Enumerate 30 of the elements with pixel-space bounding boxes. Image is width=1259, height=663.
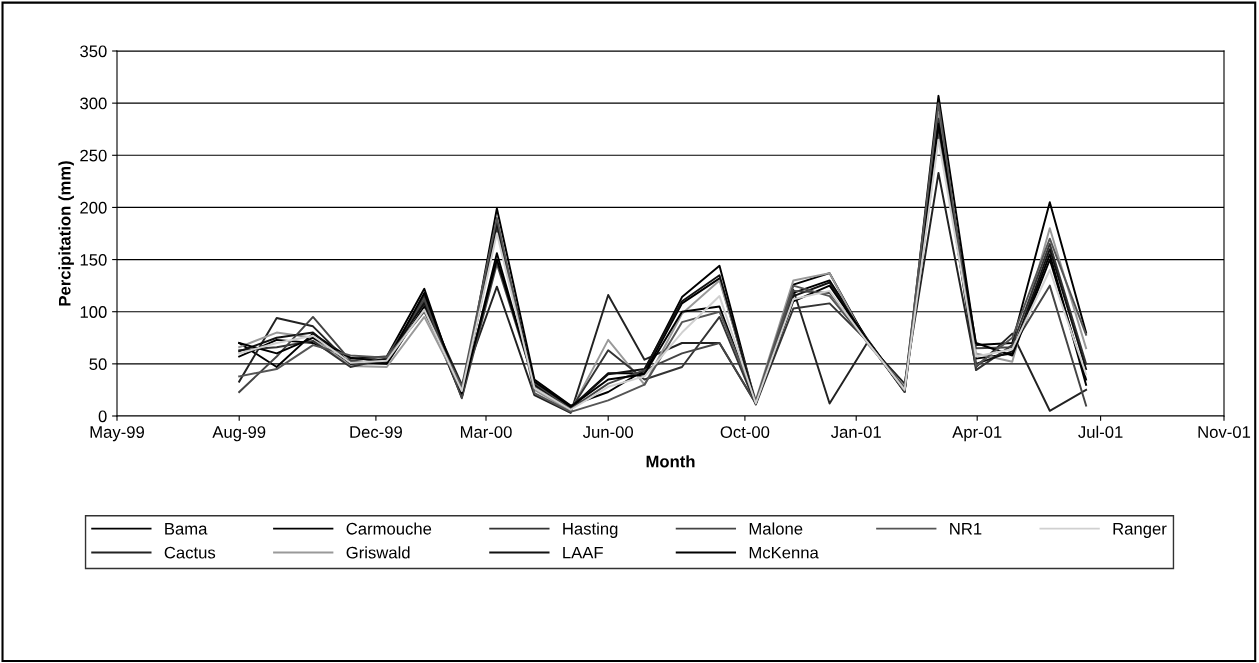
x-tick-label: Oct-00 (720, 426, 770, 438)
y-tick-label: 0 (98, 410, 107, 423)
legend-label: Hasting (563, 522, 618, 538)
x-tick-label: Jun-00 (582, 426, 634, 438)
x-tick-label: Aug-99 (212, 426, 266, 442)
y-axis-title: Percipitation (mm) (58, 161, 74, 306)
legend-label: Carmouche (346, 522, 432, 535)
y-tick-label: 300 (80, 97, 107, 110)
legend-label: Bama (165, 523, 208, 535)
y-tick-label: 250 (80, 149, 107, 162)
y-tick-label: 150 (80, 253, 107, 266)
x-tick-label: Mar-00 (460, 426, 512, 438)
legend-label: LAAF (563, 546, 603, 559)
y-tick-label: 50 (89, 358, 107, 371)
legend-label: Malone (749, 522, 803, 535)
legend-label: Ranger (1113, 523, 1167, 538)
y-tick-label: 100 (80, 306, 107, 318)
y-tick-label: 350 (80, 45, 107, 58)
x-tick-label: Jan-01 (830, 426, 881, 438)
legend-label: Cactus (164, 546, 216, 559)
legend-label: McKenna (749, 546, 819, 559)
x-tick-label: Dec-99 (350, 426, 402, 438)
x-axis-title: Month (646, 455, 695, 468)
x-tick-label: Apr-01 (952, 426, 1002, 442)
y-tick-label: 200 (80, 201, 107, 214)
legend-label: NR1 (950, 523, 982, 535)
x-tick-label: Nov-01 (1198, 426, 1251, 438)
x-tick-label: May-99 (90, 426, 144, 442)
x-tick-label: Jul-01 (1078, 425, 1123, 438)
legend-label: Griswald (346, 546, 410, 559)
